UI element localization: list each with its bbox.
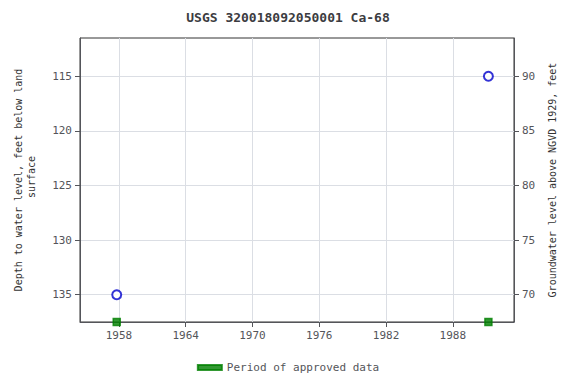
svg-text:Groundwater level above NGVD 1: Groundwater level above NGVD 1929, feet [547, 63, 558, 298]
svg-text:125: 125 [52, 179, 72, 192]
svg-text:1958: 1958 [106, 329, 133, 342]
svg-text:1964: 1964 [172, 329, 199, 342]
svg-text:1982: 1982 [373, 329, 400, 342]
svg-text:120: 120 [52, 124, 72, 137]
svg-text:1976: 1976 [306, 329, 333, 342]
svg-text:70: 70 [522, 288, 535, 301]
svg-text:135: 135 [52, 288, 72, 301]
svg-text:75: 75 [522, 234, 535, 247]
svg-text:1988: 1988 [440, 329, 467, 342]
svg-text:surface: surface [26, 156, 37, 204]
svg-text:1970: 1970 [239, 329, 265, 342]
svg-text:80: 80 [522, 179, 535, 192]
svg-text:90: 90 [522, 70, 535, 83]
svg-text:USGS 320018092050001 Ca-68: USGS 320018092050001 Ca-68 [186, 10, 390, 25]
svg-text:115: 115 [52, 70, 72, 83]
svg-text:130: 130 [52, 234, 72, 247]
svg-text:85: 85 [522, 124, 535, 137]
svg-text:Period of approved data: Period of approved data [227, 361, 379, 374]
svg-text:Depth to water level, feet bel: Depth to water level, feet below land [13, 69, 24, 292]
